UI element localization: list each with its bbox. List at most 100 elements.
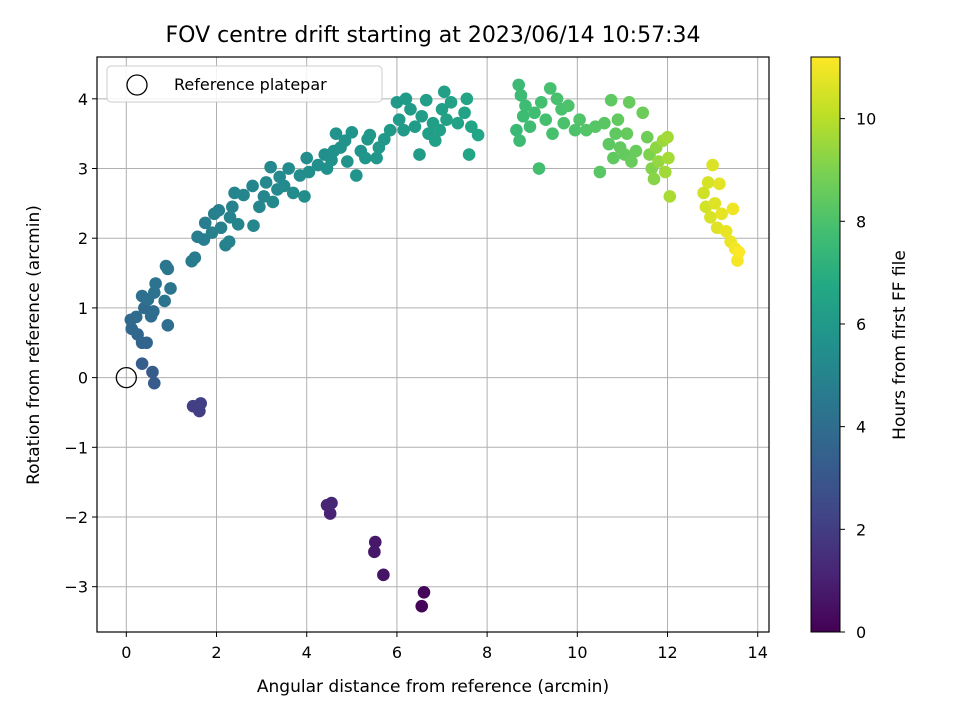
y-tick-label: −1 xyxy=(64,438,88,457)
x-tick-label: 10 xyxy=(567,643,587,662)
data-point xyxy=(129,310,143,324)
data-point xyxy=(147,305,160,318)
y-tick-label: 1 xyxy=(78,299,88,318)
data-point xyxy=(437,85,451,99)
data-point xyxy=(458,106,471,120)
x-tick-label: 8 xyxy=(482,643,492,662)
data-point xyxy=(546,127,559,140)
data-point xyxy=(708,197,722,210)
data-point xyxy=(419,93,433,107)
data-point xyxy=(397,123,410,137)
data-point xyxy=(161,262,175,276)
data-point xyxy=(185,254,199,268)
data-point xyxy=(300,151,314,165)
data-point xyxy=(415,599,429,613)
data-point xyxy=(652,155,665,168)
colorbar-tick-label: 2 xyxy=(856,520,866,539)
data-point xyxy=(611,113,625,127)
x-axis-ticks: 0 2 4 6 8 10 12 14 xyxy=(121,632,768,662)
data-point xyxy=(726,202,740,216)
data-point xyxy=(257,190,271,203)
data-point xyxy=(282,162,295,175)
data-point xyxy=(435,102,449,116)
data-point xyxy=(329,127,343,140)
data-point xyxy=(609,127,622,140)
data-point xyxy=(259,176,273,189)
legend: Reference platepar xyxy=(106,65,383,103)
data-point xyxy=(444,96,458,109)
data-point xyxy=(302,165,316,179)
data-point xyxy=(377,568,390,582)
data-point xyxy=(523,120,537,133)
data-point xyxy=(264,160,277,174)
data-point xyxy=(368,545,381,559)
data-point xyxy=(451,116,465,130)
data-point xyxy=(620,127,634,140)
data-point xyxy=(440,113,453,127)
data-point xyxy=(433,123,447,137)
data-point xyxy=(359,151,372,165)
data-point xyxy=(214,221,228,235)
data-point xyxy=(715,207,728,221)
data-point xyxy=(253,200,266,214)
data-point xyxy=(640,130,654,144)
data-point xyxy=(368,535,382,549)
data-point xyxy=(528,106,541,120)
data-point xyxy=(186,399,200,413)
data-point xyxy=(161,319,175,332)
data-point xyxy=(125,322,139,336)
y-tick-label: −3 xyxy=(64,578,88,597)
data-point xyxy=(338,134,352,147)
data-point xyxy=(462,148,476,161)
y-tick-label: 3 xyxy=(78,160,88,179)
data-point xyxy=(417,585,431,599)
data-point xyxy=(370,151,383,165)
data-point xyxy=(732,245,746,259)
data-point xyxy=(399,92,413,106)
data-point xyxy=(534,96,548,109)
data-point xyxy=(562,99,575,113)
colorbar-tick-label: 8 xyxy=(856,212,866,231)
data-point xyxy=(146,365,159,379)
data-point xyxy=(158,294,171,308)
data-point xyxy=(636,106,650,120)
x-tick-label: 0 xyxy=(121,643,131,662)
colorbar: 0 2 4 6 8 10 Hours from first FF file xyxy=(810,56,910,642)
legend-box xyxy=(106,65,383,103)
x-tick-label: 14 xyxy=(748,643,768,662)
data-point xyxy=(147,376,161,390)
x-tick-label: 4 xyxy=(302,643,312,662)
data-point xyxy=(598,116,611,130)
data-point xyxy=(622,96,636,109)
data-point xyxy=(277,179,291,193)
data-point xyxy=(198,216,212,230)
data-point xyxy=(404,102,417,116)
data-point xyxy=(345,125,359,139)
x-axis-label: Angular distance from reference (arcmin) xyxy=(257,677,609,697)
data-point xyxy=(408,120,422,133)
data-point xyxy=(593,165,607,179)
data-point xyxy=(516,109,530,123)
data-point xyxy=(514,89,528,102)
data-point xyxy=(212,204,226,217)
legend-entry-reference-platepar: Reference platepar xyxy=(174,75,327,94)
data-point xyxy=(701,176,715,189)
grid xyxy=(97,57,769,632)
y-tick-label: 0 xyxy=(78,369,88,388)
data-point xyxy=(140,336,153,350)
plot-frame xyxy=(96,56,770,633)
data-point xyxy=(325,496,338,510)
data-point xyxy=(246,179,259,193)
data-point xyxy=(519,99,532,113)
data-point xyxy=(661,130,674,144)
data-point xyxy=(602,137,616,151)
data-point xyxy=(226,200,239,214)
data-point xyxy=(341,155,354,168)
data-point xyxy=(557,116,571,130)
data-point xyxy=(222,235,236,248)
data-point xyxy=(164,282,177,295)
data-point xyxy=(383,123,397,137)
data-point xyxy=(460,92,474,106)
data-point xyxy=(266,195,280,209)
data-point xyxy=(513,134,526,147)
